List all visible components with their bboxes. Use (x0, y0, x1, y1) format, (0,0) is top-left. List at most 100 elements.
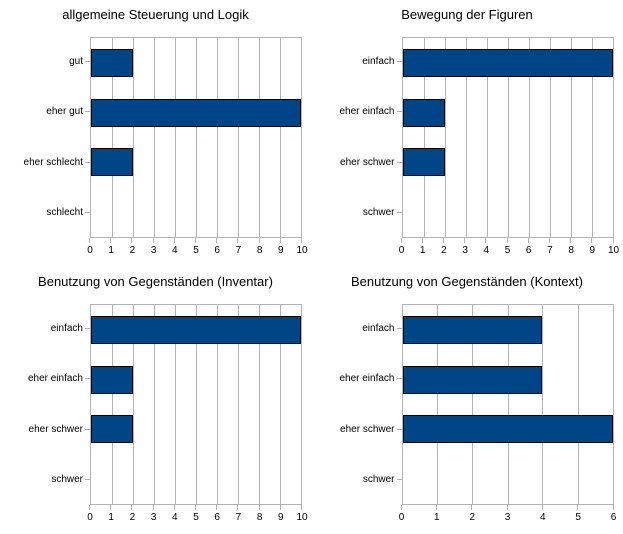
value-axis-tick-label: 3 (504, 512, 511, 523)
gridline (217, 38, 218, 237)
bar-einfach (402, 315, 543, 344)
value-axis-tick (237, 238, 239, 243)
value-axis-tick-label: 9 (278, 245, 284, 256)
value-axis-tick (110, 238, 112, 243)
plot-area (90, 304, 302, 505)
value-axis-tick (400, 505, 402, 510)
value-axis-ticks (89, 238, 302, 243)
bar-einfach (402, 48, 613, 77)
value-axis-tick-label: 6 (525, 245, 532, 256)
value-axis-tick (279, 238, 281, 243)
gridline (577, 305, 579, 504)
value-axis-tick-label: 9 (589, 245, 596, 256)
value-axis-tick-label: 2 (441, 245, 447, 256)
category-axis-ticks (396, 304, 402, 505)
category-axis-tick (396, 211, 402, 213)
value-axis-tick-label: 9 (278, 512, 284, 523)
value-axis-tick (442, 238, 444, 243)
value-axis-tick (258, 238, 260, 243)
value-axis-tick (173, 238, 175, 243)
value-axis-tick-label: 1 (108, 512, 114, 523)
value-axis-tick (173, 505, 175, 510)
gridline (542, 305, 544, 504)
value-axis-tick (301, 238, 302, 243)
gridline (507, 38, 509, 237)
gridline (154, 38, 155, 237)
value-axis-ticks (89, 505, 302, 510)
category-label: einfach (362, 56, 395, 68)
value-axis-tick (577, 505, 579, 510)
category-axis-tick (85, 211, 90, 213)
bar-eher-schwer (402, 148, 445, 177)
value-axis-tick (237, 505, 239, 510)
category-label: gut (69, 56, 83, 68)
value-axis-tick (435, 505, 437, 510)
value-axis-tick-label: 8 (568, 245, 574, 256)
value-axis-tick (421, 238, 423, 243)
bar-eher-einfach (402, 365, 543, 394)
category-axis-tick (85, 328, 90, 330)
plot-area (401, 37, 614, 238)
category-axis-ticks (396, 37, 402, 238)
category-axis-tick (396, 478, 402, 480)
category-label: einfach (362, 323, 395, 335)
category-axis-tick (396, 161, 402, 163)
chart-title: Benutzung von Gegenständen (Inventar) (38, 274, 273, 289)
gridline (507, 305, 509, 504)
value-axis-tick-label: 4 (483, 245, 490, 256)
value-axis-tick-label: 2 (469, 512, 475, 523)
value-axis-labels: 0 1 2 3 4 5 6 7 8 9 10 (399, 245, 619, 259)
gridline (238, 305, 239, 504)
category-axis-tick (85, 61, 90, 63)
chart-steuerung-logik: allgemeine Steuerung und Logik gut eher g… (0, 0, 311, 267)
value-axis-tick (506, 238, 508, 243)
value-axis-tick (485, 238, 487, 243)
value-axis-tick-label: 7 (235, 245, 242, 256)
category-axis-ticks (85, 37, 90, 238)
value-axis-tick-label: 4 (172, 512, 178, 523)
bar-gut (91, 48, 133, 77)
gridline (465, 38, 467, 237)
gridline (528, 38, 530, 237)
gridline (112, 38, 113, 237)
value-axis-tick (131, 505, 133, 510)
value-axis-tick-label: 5 (575, 512, 581, 523)
category-label: einfach (50, 323, 83, 335)
bar-eher-gut (91, 98, 301, 127)
value-axis-tick (400, 238, 402, 243)
category-axis-tick (396, 378, 402, 380)
gridline (112, 305, 113, 504)
value-axis-tick-label: 3 (150, 245, 157, 256)
value-axis-tick (570, 238, 572, 243)
value-axis-labels: 0 1 2 3 4 5 6 (399, 512, 617, 526)
category-axis-tick (85, 111, 90, 113)
gridline (280, 38, 281, 237)
chart-bewegung-figuren: Bewegung der Figuren einfach eher einfach… (312, 0, 623, 267)
value-axis-tick (541, 505, 543, 510)
category-label: eher einfach (339, 106, 395, 118)
category-axis-tick (396, 428, 402, 430)
category-axis-tick (396, 111, 402, 113)
value-axis-tick-label: 5 (193, 512, 199, 523)
value-axis-tick-label: 2 (129, 512, 136, 523)
chart-gegenstaende-kontext: Benutzung von Gegenständen (Kontext) ein… (312, 267, 623, 534)
value-axis-tick (506, 505, 508, 510)
gridline (238, 38, 239, 237)
value-axis-tick (195, 505, 196, 510)
bar-eher-schlecht (91, 148, 133, 177)
value-axis-labels: 0 1 2 3 4 5 6 7 8 9 10 (87, 512, 307, 526)
value-axis-tick-label: 0 (87, 512, 93, 523)
chart-gegenstaende-inventar: Benutzung von Gegenständen (Inventar) ei… (0, 267, 311, 534)
value-axis-tick (279, 505, 281, 510)
value-axis-tick-label: 6 (214, 245, 220, 256)
category-axis-ticks (85, 304, 90, 505)
gridline (437, 305, 439, 504)
value-axis-tick-label: 7 (547, 245, 553, 256)
gridline (259, 305, 260, 504)
gridline (154, 305, 155, 504)
value-axis-tick (195, 238, 196, 243)
bar-eher-einfach (402, 98, 445, 127)
value-axis-tick-label: 5 (504, 245, 511, 256)
value-axis-tick-label: 4 (172, 245, 178, 256)
value-axis-tick (216, 238, 218, 243)
